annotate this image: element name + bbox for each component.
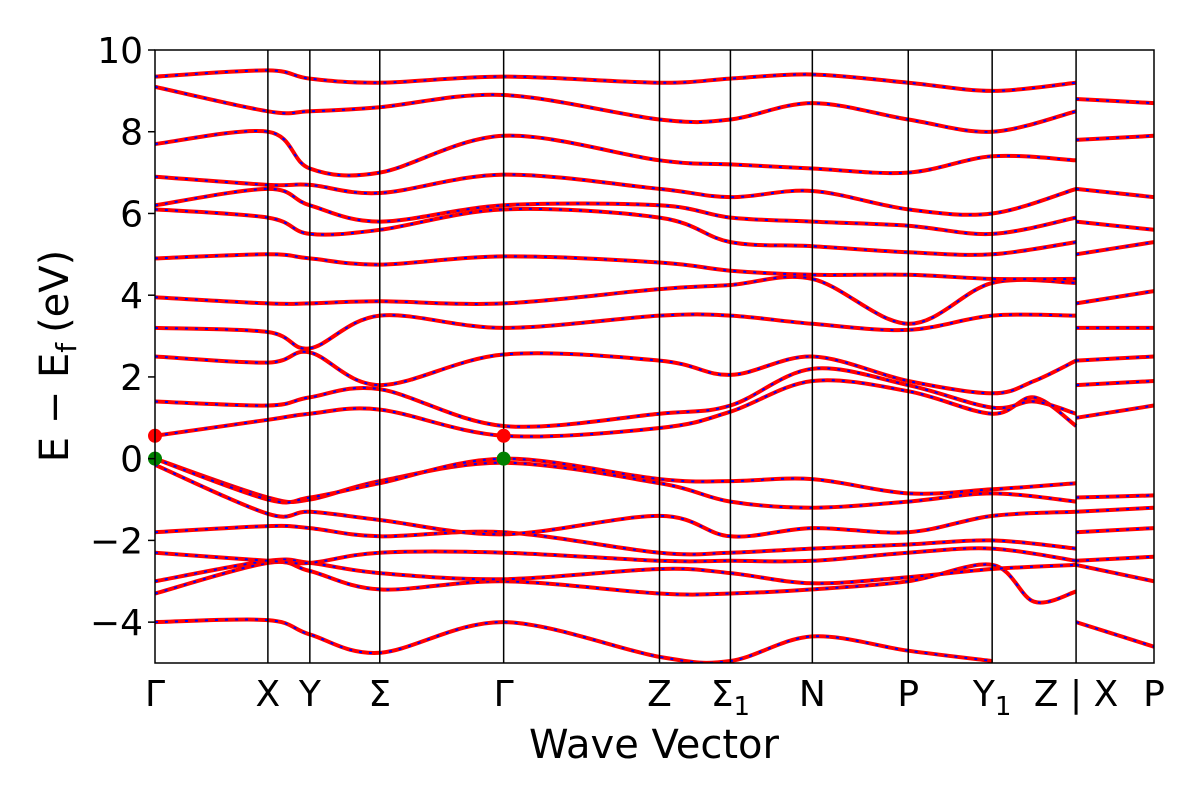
band-line xyxy=(1075,562,1154,584)
x-tick-label-subscript: 1 xyxy=(995,692,1012,722)
y-tick-label: 10 xyxy=(97,31,143,72)
x-tick-label-main: N xyxy=(799,674,826,715)
x-tick-label-main: Z xyxy=(647,674,672,715)
band-line-overlay xyxy=(155,313,1077,350)
band-line-overlay xyxy=(155,379,1077,438)
x-tick-label-main: Z | X xyxy=(1034,674,1118,715)
bands-layer xyxy=(155,68,1154,663)
band-line-overlay xyxy=(155,618,993,663)
x-tick-label-main: Γ xyxy=(145,674,165,715)
band-line-overlay xyxy=(155,350,1077,395)
x-tick-label: Γ xyxy=(494,674,514,715)
band-line-overlay xyxy=(155,130,1077,177)
band-line xyxy=(1075,133,1154,142)
y-tick-label: 4 xyxy=(120,276,143,317)
y-tick-label: −4 xyxy=(90,603,143,644)
y-axis-title-main: E − E xyxy=(32,353,78,463)
x-tick-label: Σ1 xyxy=(711,674,750,722)
band-line-overlay xyxy=(155,85,1077,133)
x-tick-label-main: P xyxy=(1143,674,1165,715)
band-line xyxy=(155,546,1077,566)
band-line xyxy=(1076,554,1154,563)
x-tick-label-main: X xyxy=(256,674,281,715)
band-line xyxy=(1075,505,1154,514)
band-line xyxy=(1075,97,1154,106)
x-tick-label: Γ xyxy=(145,674,165,715)
y-axis-title-subscript: f xyxy=(50,342,83,353)
band-line xyxy=(155,523,1077,557)
x-tick-label-main: Γ xyxy=(494,674,514,715)
band-line xyxy=(155,252,1077,282)
x-tick-label: Y1 xyxy=(972,674,1012,722)
plot-frame xyxy=(154,49,1155,664)
band-line-overlay xyxy=(155,558,1077,585)
x-tick-label-main: Y xyxy=(972,674,996,715)
x-tick-label-main: P xyxy=(897,674,919,715)
band-line xyxy=(155,68,1077,93)
band-line-overlay xyxy=(155,173,1077,216)
x-tick-label: Z xyxy=(647,674,672,715)
cbm-marker xyxy=(496,428,511,443)
x-axis-title: Wave Vector xyxy=(529,722,780,768)
x-tick-label-main: Y xyxy=(298,674,322,715)
y-tick-label: 2 xyxy=(120,358,143,399)
band-line-overlay xyxy=(155,187,1077,236)
band-line xyxy=(1075,186,1154,200)
extrema-markers xyxy=(148,428,511,466)
band-line-overlay xyxy=(155,463,1077,538)
y-axis-title-unit: (eV) xyxy=(32,250,78,333)
band-line xyxy=(1075,289,1154,306)
x-tick-label-subscript: 1 xyxy=(734,692,751,722)
x-tick-label: Σ xyxy=(368,674,391,715)
band-line xyxy=(1076,493,1154,500)
x-tick-label: P xyxy=(897,674,919,715)
vbm-marker xyxy=(496,451,511,466)
band-line xyxy=(1075,526,1154,535)
x-tick-label: P xyxy=(1143,674,1165,715)
x-tick-label: N xyxy=(799,674,826,715)
y-tick-label: 8 xyxy=(120,113,143,154)
y-axis: −4 −2 0 2 4 6 8 10 xyxy=(90,31,155,644)
band-line xyxy=(1075,240,1154,257)
band-line-overlay xyxy=(155,207,1077,256)
x-tick-label: X xyxy=(256,674,281,715)
kpoint-lines xyxy=(267,50,1077,663)
band-line-overlay xyxy=(155,457,1077,504)
x-tick-label-main: Σ xyxy=(368,674,391,715)
band-line xyxy=(155,366,1077,429)
y-tick-label: −2 xyxy=(90,521,143,562)
band-line xyxy=(1075,379,1154,388)
band-line xyxy=(1075,354,1154,363)
band-line xyxy=(1075,219,1154,232)
x-tick-label: Y xyxy=(298,674,322,715)
y-axis-title: E − Ef (eV) xyxy=(32,250,83,463)
y-tick-label: 6 xyxy=(120,194,143,235)
x-tick-label-main: Σ xyxy=(711,674,734,715)
band-line-overlay xyxy=(155,560,1077,604)
y-tick-label: 0 xyxy=(120,440,143,481)
band-line xyxy=(1075,403,1154,420)
band-line-overlay xyxy=(1075,621,1154,648)
x-tick-label: Z | X xyxy=(1034,674,1118,715)
